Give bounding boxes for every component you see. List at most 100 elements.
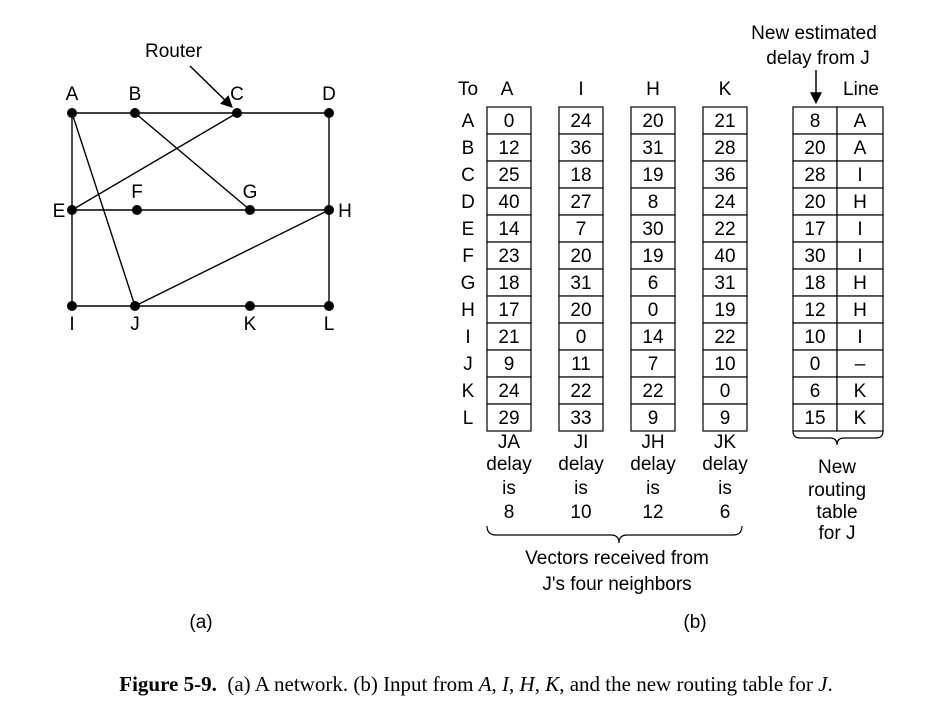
column-footer-line: 10: [570, 502, 591, 523]
delay-cell: [792, 349, 838, 378]
caption-node-j: J: [818, 672, 828, 696]
table-cell: [486, 133, 532, 162]
table-cell: [630, 133, 676, 162]
routing-row: 18 H: [792, 268, 884, 297]
table-cell: [558, 295, 604, 324]
caption-prefix: (a) A network. (b) Input from: [227, 672, 479, 696]
caption-node-i: I: [502, 672, 510, 696]
cell-value: 19: [642, 165, 663, 186]
line-value: A: [854, 138, 867, 159]
cell-value: 31: [714, 273, 735, 294]
cell-value: 40: [714, 246, 735, 267]
cell-value: 24: [714, 192, 736, 213]
table-cell: [558, 322, 604, 351]
edge-b-g: [134, 112, 251, 211]
table-cell: [630, 106, 676, 135]
delay-value: 30: [804, 246, 825, 267]
delay-value: 18: [804, 273, 825, 294]
cell-value: 20: [642, 111, 663, 132]
node-label-d: D: [322, 84, 336, 105]
column-header: H: [646, 79, 660, 100]
node-label-b: B: [129, 84, 142, 105]
cell-value: 33: [570, 408, 591, 429]
table-cell: [558, 106, 604, 135]
column-footer-line: is: [502, 478, 516, 499]
cell-value: 31: [570, 273, 591, 294]
routing-row: 20 H: [792, 187, 884, 216]
vectors-brace: [486, 525, 743, 544]
node-label-h: H: [338, 201, 352, 222]
router-node-d: [324, 108, 334, 118]
cell-value: 9: [720, 408, 731, 429]
cell-value: 0: [720, 381, 731, 402]
row-label-g: G: [461, 273, 476, 294]
cell-value: 0: [648, 300, 659, 321]
routing-row: 30 I: [792, 241, 884, 270]
routing-table: 8 A20 A28 I20 H17 I30 I18 H12 H10 I0 –6 K15 K: [792, 106, 884, 432]
cell-value: 14: [498, 219, 520, 240]
column-footer-line: 12: [642, 502, 663, 523]
delay-value: 10: [804, 327, 825, 348]
vector-columns: A0122540142318172192429JAdelayis8I243618…: [486, 79, 748, 523]
cell-value: 9: [504, 354, 515, 375]
row-label-i: I: [465, 327, 470, 348]
node-label-f: F: [131, 182, 143, 203]
router-node-g: [245, 205, 255, 215]
row-label-a: A: [462, 111, 475, 132]
table-cell: [630, 295, 676, 324]
column-footer-line: delay: [630, 454, 676, 475]
table-cell: [630, 187, 676, 216]
line-cell: [836, 295, 884, 324]
column-footer-line: delay: [702, 454, 748, 475]
cell-value: 18: [570, 165, 591, 186]
table-cell: [630, 403, 676, 432]
table-cell: [558, 403, 604, 432]
cell-value: 31: [642, 138, 663, 159]
delay-value: 20: [804, 192, 825, 213]
line-value: I: [857, 246, 862, 267]
line-value: H: [853, 300, 867, 321]
line-value: H: [853, 192, 867, 213]
table-cell: [558, 133, 604, 162]
line-header: Line: [843, 79, 879, 100]
line-cell: [836, 133, 884, 162]
routing-row: 12 H: [792, 295, 884, 324]
network-edges: [71, 112, 330, 307]
line-cell: [836, 106, 884, 135]
delay-value: 15: [804, 408, 825, 429]
line-cell: [836, 349, 884, 378]
row-label-j: J: [463, 354, 473, 375]
cell-value: 22: [642, 381, 663, 402]
node-label-j: J: [130, 314, 140, 335]
table-cell: [702, 160, 748, 189]
router-node-b: [130, 108, 140, 118]
table-cell: [486, 403, 532, 432]
table-cell: [630, 241, 676, 270]
delay-value: 28: [804, 165, 825, 186]
cell-value: 36: [714, 165, 735, 186]
line-cell: [836, 214, 884, 243]
cell-value: 24: [570, 111, 592, 132]
router-node-i: [67, 301, 77, 311]
node-label-e: E: [53, 201, 66, 222]
delay-value: 12: [804, 300, 825, 321]
caption-sep-4: , and the new routing table for: [559, 672, 819, 696]
table-cell: [702, 295, 748, 324]
line-value: K: [854, 381, 867, 402]
caption-figure-number: Figure 5-9.: [119, 672, 217, 696]
delay-value: 8: [810, 111, 821, 132]
delay-cell: [792, 376, 838, 405]
column-footer-line: JK: [714, 432, 737, 453]
line-cell: [836, 403, 884, 432]
vectors-brace-line-2: J's four neighbors: [542, 574, 691, 595]
column-header: A: [501, 79, 514, 100]
cell-value: 40: [498, 192, 519, 213]
node-label-c: C: [230, 84, 244, 105]
caption-sep-3: ,: [534, 672, 546, 696]
row-label-e: E: [462, 219, 475, 240]
cell-value: 21: [498, 327, 519, 348]
